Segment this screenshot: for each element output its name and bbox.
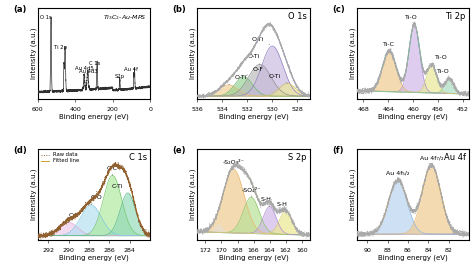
X-axis label: Binding energy (eV): Binding energy (eV) (219, 113, 289, 120)
Text: (a): (a) (13, 5, 27, 14)
Text: S 2p: S 2p (288, 153, 306, 162)
Text: Au 4f₇/₂: Au 4f₇/₂ (420, 156, 443, 165)
Y-axis label: Intensity (a.u.): Intensity (a.u.) (190, 169, 196, 221)
Text: O-Ti: O-Ti (269, 74, 287, 83)
Text: O-Ti: O-Ti (251, 37, 270, 45)
X-axis label: Binding energy (eV): Binding energy (eV) (59, 113, 129, 120)
X-axis label: Binding energy (eV): Binding energy (eV) (378, 254, 448, 261)
X-axis label: Binding energy (eV): Binding energy (eV) (59, 254, 129, 261)
Text: (d): (d) (13, 145, 27, 155)
Text: O-F: O-F (246, 67, 264, 76)
Text: Au 4d3: Au 4d3 (79, 69, 98, 79)
Text: O-Ti: O-Ti (228, 76, 247, 85)
Text: C-F: C-F (69, 213, 79, 222)
Text: C-O: C-O (90, 195, 102, 205)
Y-axis label: Intensity (a.u.): Intensity (a.u.) (30, 169, 36, 221)
Text: Au 4f: Au 4f (444, 153, 466, 162)
Text: C-Ti: C-Ti (112, 184, 128, 193)
Text: Ti 2p: Ti 2p (54, 45, 67, 54)
Text: Ti-C: Ti-C (383, 42, 395, 51)
Text: S-H: S-H (260, 197, 271, 206)
Text: Ti-O: Ti-O (432, 55, 447, 65)
Legend: Raw data, Fitted line: Raw data, Fitted line (41, 152, 80, 164)
Text: O-Ti: O-Ti (247, 54, 260, 64)
X-axis label: Binding energy (eV): Binding energy (eV) (219, 254, 289, 261)
Text: Ti-O: Ti-O (437, 69, 449, 79)
Y-axis label: Intensity (a.u.): Intensity (a.u.) (190, 28, 196, 79)
Text: (f): (f) (332, 145, 344, 155)
Y-axis label: Intensity (a.u.): Intensity (a.u.) (349, 169, 356, 221)
Text: S-H: S-H (276, 202, 287, 211)
Y-axis label: Intensity (a.u.): Intensity (a.u.) (349, 28, 356, 79)
Text: Ti 2p: Ti 2p (446, 12, 466, 21)
Text: Ti-O: Ti-O (405, 15, 418, 24)
Text: Au 4f: Au 4f (124, 67, 138, 76)
Text: O 1s: O 1s (288, 12, 306, 21)
Text: S2p: S2p (115, 74, 125, 84)
Text: C-C: C-C (107, 166, 118, 176)
Text: Au 4f₅/₂: Au 4f₅/₂ (386, 171, 410, 180)
Text: (b): (b) (173, 5, 186, 14)
Text: C 1s: C 1s (89, 60, 100, 69)
Text: -S₂O₃²⁻: -S₂O₃²⁻ (223, 160, 245, 169)
Text: Au 4d5: Au 4d5 (74, 66, 93, 76)
Text: (c): (c) (332, 5, 345, 14)
Text: O 1s: O 1s (39, 15, 51, 23)
Text: -SO₄²⁻: -SO₄²⁻ (242, 188, 261, 197)
X-axis label: Binding energy (eV): Binding energy (eV) (378, 113, 448, 120)
Y-axis label: Intensity (a.u.): Intensity (a.u.) (30, 28, 36, 79)
Text: (e): (e) (173, 145, 186, 155)
Text: C 1s: C 1s (129, 153, 147, 162)
Text: Ti$_3$C$_2$-Au-MPS: Ti$_3$C$_2$-Au-MPS (103, 13, 147, 22)
